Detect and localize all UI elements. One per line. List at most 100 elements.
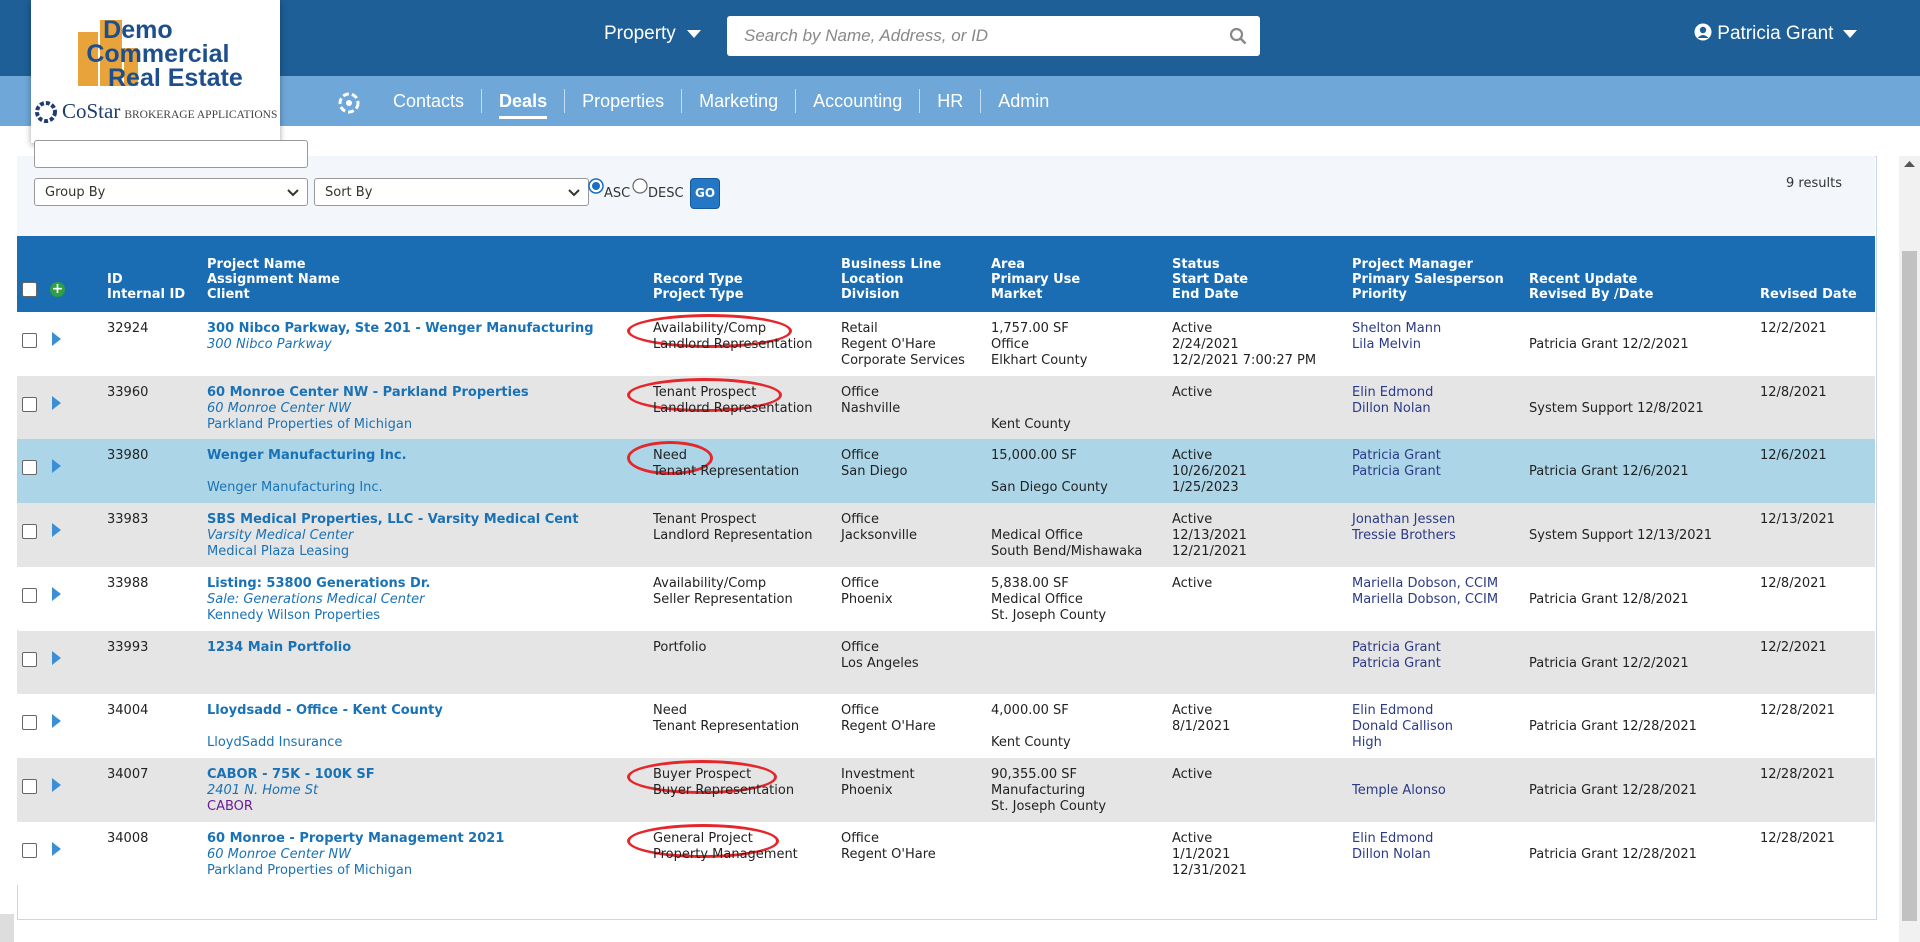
user-icon [1694, 23, 1712, 41]
salesperson[interactable]: Tressie Brothers [1352, 528, 1456, 544]
column-header: ID [107, 272, 123, 287]
nav-separator [481, 89, 483, 113]
salesperson[interactable]: Patricia Grant [1352, 464, 1441, 480]
asc-radio[interactable] [588, 178, 604, 194]
salesperson[interactable]: Dillon Nolan [1352, 400, 1431, 416]
row-checkbox[interactable] [22, 524, 37, 540]
name[interactable]: 60 Monroe - Property Management 2021 [207, 830, 505, 846]
expand-arrow[interactable] [52, 841, 61, 856]
client[interactable]: LloydSadd Insurance [207, 735, 343, 751]
assignment[interactable]: Varsity Medical Center [207, 528, 354, 544]
start: 1/1/2021 [1172, 846, 1231, 862]
go-button[interactable]: GO [690, 178, 720, 209]
table-row [17, 312, 1875, 376]
user-menu[interactable]: Patricia Grant [1694, 23, 1857, 45]
market: Kent County [991, 416, 1071, 432]
row-checkbox[interactable] [22, 778, 37, 794]
name[interactable]: 300 Nibco Parkway, Ste 201 - Wenger Manu… [207, 321, 594, 336]
name[interactable]: Listing: 53800 Generations Dr. [207, 575, 431, 591]
logo-line: Real Estate [108, 64, 243, 92]
nav-item[interactable]: Properties [582, 90, 665, 111]
search-box[interactable]: Search by Name, Address, or ID [727, 16, 1260, 56]
manager[interactable]: Jonathan Jessen [1352, 512, 1456, 528]
select-all-checkbox[interactable] [22, 282, 37, 297]
scroll-up[interactable] [1904, 160, 1915, 168]
column-header: Start Date [1172, 272, 1249, 287]
scroll-thumb[interactable] [1902, 251, 1917, 921]
salesperson[interactable]: Donald Callison [1352, 719, 1454, 735]
annotation-oval [627, 759, 778, 794]
client[interactable]: Kennedy Wilson Properties [207, 607, 381, 623]
nav-item[interactable]: Marketing [699, 90, 779, 111]
business-line: Office [841, 512, 879, 528]
row-checkbox[interactable] [22, 651, 37, 667]
client[interactable]: Parkland Properties of Michigan [207, 416, 413, 432]
expand-arrow[interactable] [52, 332, 61, 346]
scrollbar[interactable] [1899, 156, 1920, 942]
row-checkbox[interactable] [22, 333, 37, 348]
brand: CoStar [62, 99, 121, 123]
manager[interactable]: Patricia Grant [1352, 448, 1441, 464]
assignment[interactable]: 2401 N. Home St [207, 782, 319, 798]
column-header: Client [207, 287, 250, 302]
expand-arrow[interactable] [52, 459, 61, 474]
assignment[interactable]: 60 Monroe Center NW [207, 400, 351, 416]
assignment[interactable]: 60 Monroe Center NW [207, 846, 351, 862]
name[interactable]: 1234 Main Portfolio [207, 639, 352, 655]
nav-item[interactable]: Contacts [393, 90, 465, 111]
name[interactable]: CABOR - 75K - 100K SF [207, 766, 375, 782]
priority[interactable]: High [1352, 735, 1382, 751]
annotation-oval [627, 314, 793, 348]
nav-item[interactable]: Deals [482, 91, 564, 119]
assignment[interactable]: Sale: Generations Medical Center [207, 591, 425, 607]
manager[interactable]: Elin Edmond [1352, 830, 1434, 846]
group-by-select[interactable]: Group By [34, 178, 308, 206]
manager[interactable]: Mariella Dobson, CCIM [1352, 575, 1499, 591]
sort-by-select[interactable]: Sort By [314, 178, 589, 206]
column-header: Location [841, 272, 904, 287]
name[interactable]: SBS Medical Properties, LLC - Varsity Me… [207, 512, 579, 528]
record-type: Availability/Comp [653, 575, 767, 591]
row-checkbox[interactable] [22, 587, 37, 603]
manager[interactable]: Shelton Mann [1352, 321, 1442, 336]
location: San Diego [841, 464, 908, 480]
row-checkbox[interactable] [22, 842, 37, 858]
salesperson[interactable]: Lila Melvin [1352, 337, 1421, 352]
home-icon[interactable] [338, 92, 360, 114]
nav-item[interactable]: Accounting [813, 90, 903, 111]
nav-item[interactable]: Admin [998, 90, 1050, 111]
expand-arrow[interactable] [52, 777, 61, 792]
client[interactable]: Parkland Properties of Michigan [207, 862, 413, 878]
property-menu[interactable]: Property [604, 23, 702, 45]
row-checkbox[interactable] [22, 460, 37, 476]
expand-arrow[interactable] [52, 714, 61, 729]
client[interactable]: Medical Plaza Leasing [207, 544, 350, 560]
expand-arrow[interactable] [52, 586, 61, 601]
name[interactable]: Wenger Manufacturing Inc. [207, 448, 407, 464]
client[interactable]: Wenger Manufacturing Inc. [207, 480, 383, 496]
update: Patricia Grant 12/2/2021 [1529, 655, 1689, 671]
salesperson[interactable]: Dillon Nolan [1352, 846, 1431, 862]
client[interactable]: CABOR [207, 798, 253, 814]
salesperson[interactable]: Temple Alonso [1352, 782, 1446, 798]
search-icon[interactable] [1229, 27, 1247, 45]
row-checkbox[interactable] [22, 715, 37, 731]
name[interactable]: 60 Monroe Center NW - Parkland Propertie… [207, 384, 529, 400]
expand-arrow[interactable] [52, 523, 61, 538]
manager[interactable]: Elin Edmond [1352, 384, 1434, 400]
name[interactable]: Lloydsadd - Office - Kent County [207, 703, 443, 719]
add-button[interactable]: + [50, 281, 65, 297]
expand-arrow[interactable] [52, 395, 61, 410]
update: Patricia Grant 12/28/2021 [1529, 782, 1697, 798]
row-checkbox[interactable] [22, 396, 37, 412]
assignment[interactable]: 300 Nibco Parkway [207, 337, 332, 352]
manager[interactable]: Elin Edmond [1352, 703, 1434, 719]
salesperson[interactable]: Patricia Grant [1352, 655, 1441, 671]
expand-arrow[interactable] [52, 650, 61, 665]
filter-input[interactable] [34, 140, 308, 168]
salesperson[interactable]: Mariella Dobson, CCIM [1352, 591, 1499, 607]
nav-item[interactable]: HR [937, 90, 964, 111]
manager[interactable]: Patricia Grant [1352, 639, 1441, 655]
desc-radio[interactable] [632, 178, 648, 194]
